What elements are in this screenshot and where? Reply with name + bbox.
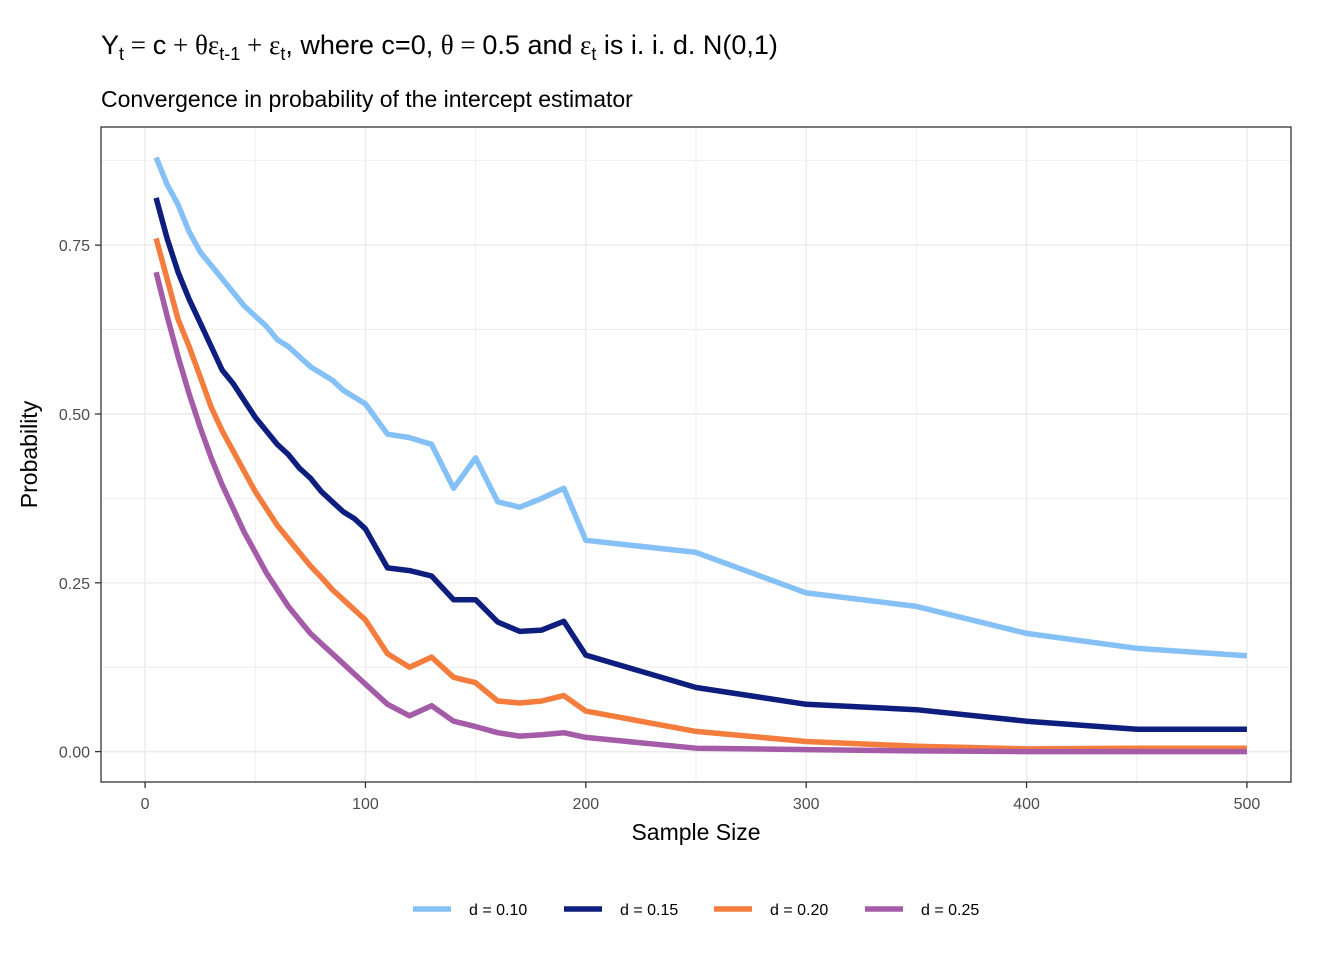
title-text3: is i. i. d. N(0,1) xyxy=(596,30,778,60)
title-eps-sub3: t xyxy=(591,44,597,64)
title-eq2: = xyxy=(453,30,483,60)
panel-border xyxy=(100,126,1292,783)
title-eps3: ε xyxy=(580,30,592,60)
x-tick-label: 200 xyxy=(572,796,599,813)
chart-title: Yt = c + θεt-1 + εt, where c=0, θ = 0.5 … xyxy=(101,30,778,64)
legend-label-1: d = 0.10 xyxy=(469,902,527,919)
title-eps: ε xyxy=(269,30,281,60)
series-line-3 xyxy=(153,237,1247,752)
legend-label-3: d = 0.20 xyxy=(770,902,828,919)
title-eq1: = xyxy=(124,30,153,60)
x-axis-title: Sample Size xyxy=(631,819,760,845)
chart-subtitle: Convergence in probability of the interc… xyxy=(101,86,633,112)
title-plus2: + xyxy=(240,30,270,60)
title-eps-sub1: t-1 xyxy=(219,44,241,64)
x-tick-label: 0 xyxy=(141,796,150,813)
title-theta: θ xyxy=(440,30,454,60)
x-tick-label: 500 xyxy=(1234,796,1261,813)
x-tick-label: 100 xyxy=(352,796,379,813)
title-eps-sub2: t xyxy=(280,44,286,64)
title-text1: , where c=0, xyxy=(285,30,441,60)
x-tick-label: 300 xyxy=(793,796,820,813)
title-theta-eps: θε xyxy=(195,30,220,60)
legend-label-4: d = 0.25 xyxy=(921,902,979,919)
title-text2: 0.5 and xyxy=(482,30,580,60)
axis-ticks: 0 100 200 300 400 500 0.00 0.25 0.50 0.75 xyxy=(59,238,1261,813)
y-tick-label: 0.50 xyxy=(59,407,90,424)
legend-label-2: d = 0.15 xyxy=(620,902,678,919)
series-line-4 xyxy=(153,271,1247,755)
y-tick-label: 0.00 xyxy=(59,745,90,762)
series-lines xyxy=(153,156,1248,755)
y-axis-title: Probability xyxy=(16,400,42,508)
series-line-1 xyxy=(153,156,1248,659)
title-c: c xyxy=(152,30,167,60)
y-tick-label: 0.75 xyxy=(59,238,90,255)
legend: d = 0.10 d = 0.15 d = 0.20 d = 0.25 xyxy=(413,902,979,919)
title-plus1: + xyxy=(166,30,195,60)
title-y-sub: t xyxy=(119,44,125,64)
grid-lines xyxy=(101,127,1291,782)
series-line-2 xyxy=(153,197,1247,733)
title-y: Y xyxy=(101,30,120,60)
y-tick-label: 0.25 xyxy=(59,576,90,593)
x-tick-label: 400 xyxy=(1013,796,1040,813)
